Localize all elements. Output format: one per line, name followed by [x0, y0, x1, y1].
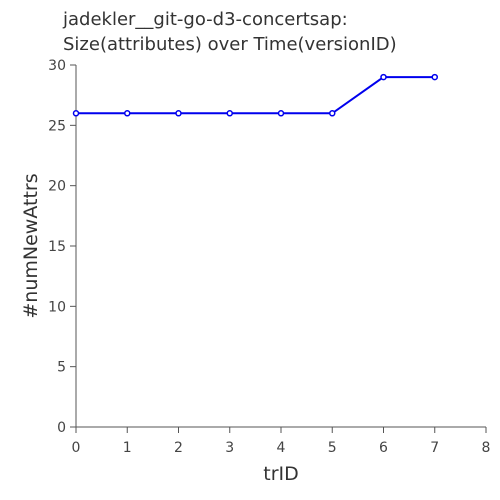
x-tick-label: 1 — [123, 440, 132, 456]
data-point — [124, 110, 131, 117]
chart-title-line-1: jadekler__git-go-d3-concertsap: — [62, 9, 348, 30]
y-tick-label: 10 — [48, 299, 66, 315]
y-tick-label: 0 — [57, 420, 66, 436]
y-tick-label: 20 — [48, 179, 66, 195]
x-ticks: 0 1 2 3 4 5 6 7 8 — [72, 427, 491, 456]
y-tick-label: 15 — [48, 239, 66, 255]
x-tick-label: 3 — [225, 440, 234, 456]
x-tick-label: 7 — [430, 440, 439, 456]
series-group — [72, 73, 438, 117]
x-tick-label: 4 — [277, 440, 286, 456]
x-axis-label: trID — [263, 463, 299, 485]
data-point — [329, 110, 336, 117]
data-point — [431, 73, 438, 81]
data-point — [72, 110, 80, 117]
x-tick-label: 5 — [328, 440, 337, 456]
data-point — [277, 110, 285, 117]
x-tick-label: 6 — [379, 440, 388, 456]
data-point — [380, 73, 387, 81]
data-point — [226, 110, 233, 117]
y-tick-label: 25 — [48, 118, 66, 134]
y-axis-label: #numNewAttrs — [20, 173, 42, 318]
y-tick-label: 30 — [48, 58, 66, 74]
y-tick-label: 5 — [57, 360, 66, 376]
axes — [75, 65, 486, 428]
x-tick-label: 0 — [72, 440, 81, 456]
x-tick-label: 8 — [482, 440, 491, 456]
y-ticks: 0 5 10 15 20 25 30 — [48, 58, 76, 436]
series-line — [76, 76, 435, 115]
chart-title-line-2: Size(attributes) over Time(versionID) — [63, 34, 397, 55]
chart-title: jadekler__git-go-d3-concertsap: Size(att… — [62, 9, 397, 55]
x-tick-label: 2 — [174, 440, 183, 456]
data-point — [175, 110, 182, 117]
